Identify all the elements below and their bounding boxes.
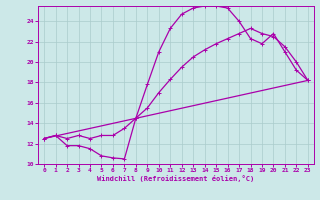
X-axis label: Windchill (Refroidissement éolien,°C): Windchill (Refroidissement éolien,°C)	[97, 175, 255, 182]
